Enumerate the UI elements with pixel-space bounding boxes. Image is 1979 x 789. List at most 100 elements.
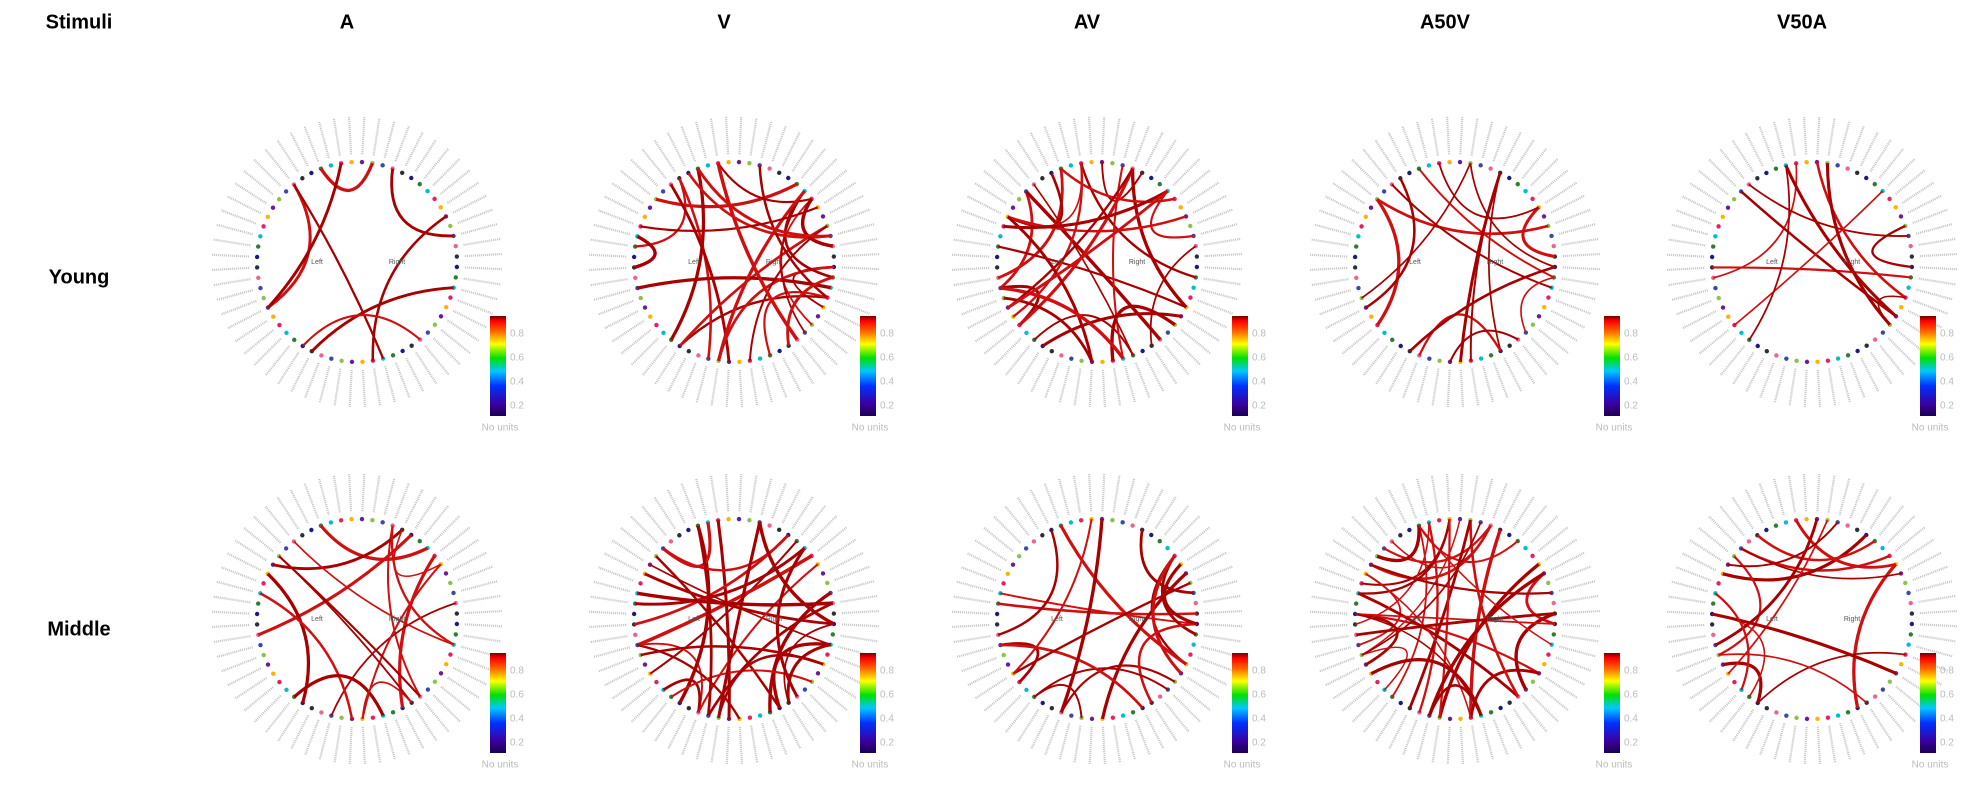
node-label-stub	[841, 609, 879, 615]
node	[633, 275, 638, 281]
node	[254, 622, 260, 627]
connection	[1469, 668, 1540, 718]
colorbar	[1232, 316, 1248, 416]
node-label-stub	[1186, 181, 1220, 204]
node-label-stub	[1879, 702, 1905, 733]
colorbar-tick: 0.6	[1252, 353, 1266, 364]
connection	[717, 265, 834, 362]
colorbar-tick: 0.6	[510, 690, 524, 701]
hemisphere-label: Left	[688, 259, 700, 266]
node	[1436, 518, 1442, 523]
node-label-stub	[1197, 299, 1233, 315]
node-label-stub	[1916, 645, 1953, 658]
node	[1068, 163, 1074, 168]
node-label-stub	[1163, 505, 1189, 536]
node	[1546, 652, 1551, 657]
node-label-stub	[1058, 723, 1071, 760]
connection	[997, 529, 1059, 637]
node	[360, 359, 365, 365]
node-label-stub	[253, 515, 282, 544]
node-label-stub	[1719, 148, 1745, 179]
node-label-stub	[1314, 580, 1351, 593]
connection	[1514, 611, 1556, 691]
node	[1165, 545, 1170, 551]
node	[1130, 523, 1135, 528]
node-label-stub	[598, 566, 634, 582]
node	[1507, 700, 1512, 705]
connection	[633, 234, 657, 270]
connection	[1354, 612, 1399, 666]
node	[1049, 706, 1055, 711]
node-label-stub	[440, 685, 471, 711]
colorbar-tick: 0.6	[510, 353, 524, 364]
node	[705, 163, 711, 168]
node-label-stub	[709, 475, 718, 513]
node	[994, 254, 1000, 260]
node-label-stub	[983, 686, 1014, 712]
node-label-stub	[1522, 345, 1548, 376]
node-label-stub	[361, 117, 366, 155]
node-label-stub	[653, 139, 676, 173]
node-label-stub	[1907, 194, 1942, 214]
node-label-stub	[1828, 725, 1837, 763]
row-label: Young	[49, 266, 110, 288]
colorbar-tick: 0.8	[880, 666, 894, 677]
node	[1352, 265, 1358, 270]
colorbar-tick: 0.8	[510, 329, 524, 340]
node-label-stub	[1503, 714, 1523, 749]
colorbar-tick: 0.4	[510, 714, 524, 725]
node-label-stub	[974, 539, 1007, 562]
node-label-stub	[593, 646, 631, 658]
connection	[1361, 162, 1472, 299]
node-label-stub	[303, 483, 320, 519]
node-label-stub	[654, 709, 677, 742]
node-label-stub	[1787, 475, 1796, 513]
node-label-stub	[1788, 725, 1797, 763]
node-label-stub	[1180, 328, 1211, 354]
node	[1546, 580, 1551, 586]
node-label-stub	[829, 194, 864, 214]
node	[339, 358, 344, 364]
node-label-stub	[1689, 677, 1723, 700]
node-label-stub	[593, 580, 630, 593]
connection	[1871, 224, 1913, 269]
colorbar-tick: 0.6	[1624, 690, 1638, 701]
node	[1835, 713, 1841, 718]
node-label-stub	[1192, 309, 1227, 329]
node	[1845, 523, 1850, 528]
node	[349, 159, 354, 165]
node-label-stub	[1559, 288, 1596, 301]
node-label-stub	[457, 299, 493, 315]
node	[1188, 652, 1193, 657]
colorbar-tick: 0.6	[1624, 353, 1638, 364]
node-label-stub	[1558, 223, 1596, 235]
colorbar-tick: 0.2	[1252, 738, 1266, 749]
node-label-stub	[1164, 345, 1190, 376]
connection	[1711, 612, 1897, 675]
node	[1551, 243, 1556, 249]
node-label-stub	[1310, 610, 1348, 615]
colorbar-tick: 0.2	[1252, 401, 1266, 412]
node-label-stub	[1745, 357, 1765, 392]
node	[454, 611, 460, 616]
node-label-stub	[771, 719, 788, 755]
connection	[266, 162, 343, 309]
node-label-stub	[227, 195, 262, 215]
connection	[1391, 525, 1492, 569]
node	[1427, 356, 1432, 361]
node	[1711, 632, 1716, 638]
connection	[1033, 667, 1169, 698]
node-label-stub	[1113, 368, 1122, 406]
node	[1457, 516, 1463, 522]
node-label-stub	[1918, 634, 1956, 643]
node-label-stub	[423, 148, 449, 179]
node-label-stub	[1402, 362, 1418, 398]
node-label-stub	[1416, 366, 1429, 403]
node-label-stub	[415, 351, 438, 385]
node-label-stub	[1530, 337, 1559, 366]
connection	[1024, 190, 1162, 341]
colorbar-tick: 0.4	[880, 714, 894, 725]
node-label-stub	[1758, 483, 1775, 519]
node	[1059, 353, 1064, 358]
node-label-stub	[457, 208, 493, 225]
